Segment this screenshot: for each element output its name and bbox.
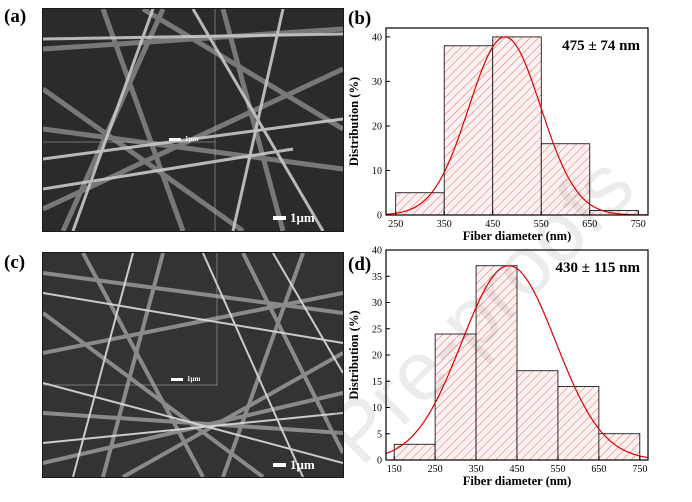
- sem-image-a: 1μm 1μm: [42, 8, 344, 232]
- y-tick-label: 0: [377, 456, 382, 467]
- panel-label-d: (d): [348, 254, 372, 275]
- x-tick-label: 650: [582, 219, 597, 230]
- x-tick-label: 150: [387, 464, 402, 475]
- x-tick-label: 350: [469, 464, 484, 475]
- y-tick-label: 0: [377, 211, 382, 222]
- bar-250-350: [434, 333, 477, 461]
- sem-image-c: 1μm 1μm: [42, 252, 344, 478]
- scale-bar-inset-c: 1μm: [171, 375, 200, 383]
- y-tick-label: 5: [377, 429, 382, 440]
- y-tick-label: 35: [372, 272, 382, 283]
- x-axis-label: Fiber diameter (nm): [463, 474, 572, 488]
- x-tick-label: 250: [388, 219, 403, 230]
- x-tick-label: 350: [437, 219, 452, 230]
- bar-450-550: [492, 36, 542, 216]
- y-tick-label: 10: [372, 403, 382, 414]
- y-tick-label: 40: [372, 246, 382, 257]
- x-tick-label: 550: [550, 464, 565, 475]
- scale-bar-main-a: 1μm: [273, 210, 315, 226]
- y-axis-label: Distribution (%): [347, 310, 361, 399]
- y-tick-label: 20: [372, 351, 382, 362]
- x-tick-label: 550: [534, 219, 549, 230]
- x-axis-label: Fiber diameter (nm): [463, 229, 572, 243]
- scale-bar-inset-a: 1μm: [169, 135, 198, 143]
- gaussian-fit-curve: [385, 265, 648, 459]
- x-tick-label: 450: [485, 219, 500, 230]
- y-tick-label: 25: [372, 324, 382, 335]
- y-tick-label: 20: [372, 121, 382, 132]
- bar-350-450: [443, 45, 494, 216]
- y-axis-label: Distribution (%): [347, 77, 361, 166]
- y-tick-label: 40: [372, 32, 382, 43]
- histogram-b: 250 350 450 550 650 750 0 10 20 30 40 Fiber diamete…: [347, 27, 649, 243]
- x-tick-label: 750: [631, 219, 646, 230]
- y-tick-label: 15: [372, 377, 382, 388]
- panel-label-c: (c): [4, 252, 26, 273]
- x-tick-label: 750: [632, 464, 647, 475]
- scale-bar-main-c: 1μm: [273, 457, 315, 473]
- fiber-network-c: [43, 253, 343, 477]
- y-tick-label: 30: [372, 298, 382, 309]
- x-tick-label: 650: [591, 464, 606, 475]
- bar-550-650: [557, 386, 600, 461]
- mean-sd-annotation: 475 ± 74 nm: [562, 38, 640, 54]
- svg-text:Pre-proofs: Pre-proofs: [308, 138, 652, 482]
- x-tick-label: 250: [428, 464, 443, 475]
- y-tick-label: 10: [372, 166, 382, 177]
- bar-450-550: [516, 370, 559, 461]
- panel-label-a: (a): [4, 6, 27, 27]
- bar-550-650: [540, 143, 591, 216]
- panel-label-b: (b): [348, 8, 372, 29]
- x-tick-label: 450: [510, 464, 525, 475]
- mean-sd-annotation: 430 ± 115 nm: [556, 260, 641, 276]
- y-tick-label: 30: [372, 77, 382, 88]
- gaussian-fit-curve: [385, 36, 648, 216]
- bar-650-750: [598, 433, 641, 461]
- plot-frame: [385, 27, 649, 216]
- fiber-network-a: [43, 9, 343, 231]
- histogram-d: 150 250 350 450 550 650 750 0 5 10 15 20 25 30 35 40 Fib…: [347, 246, 649, 488]
